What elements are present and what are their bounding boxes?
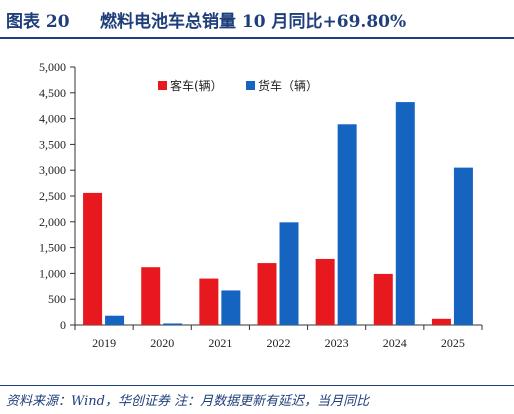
bar-bus-2022: [257, 263, 277, 325]
y-tick-label: 0: [60, 318, 66, 332]
y-tick-label: 3,500: [39, 137, 66, 151]
figure-header: 图表 20 燃料电池车总销量 10 月同比+69.80%: [0, 0, 514, 38]
y-tick-label: 4,500: [39, 86, 66, 100]
y-tick-label: 2,500: [39, 189, 66, 203]
y-tick-label: 1,500: [39, 241, 66, 255]
legend-label: 客车(辆）: [170, 78, 223, 93]
legend-swatch: [158, 81, 167, 90]
chart-title: 燃料电池车总销量 10 月同比+69.80%: [100, 12, 407, 32]
x-tick-label: 2025: [441, 336, 465, 350]
x-tick-label: 2020: [150, 336, 174, 350]
bar-truck-2023: [337, 124, 357, 325]
legend-label: 货车（辆）: [258, 78, 318, 93]
figure-number: 图表 20: [6, 12, 70, 32]
bar-truck-2025: [453, 167, 473, 325]
bar-bus-2019: [83, 192, 103, 325]
bar-chart: 0 500 1,000 1,500 2,000 2,500 3,000 3,500 4,000 4…: [39, 60, 483, 350]
legend-swatch: [246, 81, 255, 90]
y-tick-label: 5,000: [39, 60, 66, 74]
legend: 客车(辆） 货车（辆）: [158, 78, 318, 93]
x-tick-label: 2021: [208, 336, 232, 350]
source-note: 资料来源：Wind，华创证券 注：月数据更新有延迟，当月同比: [6, 394, 370, 409]
y-tick-label: 3,000: [39, 163, 66, 177]
bars: [83, 102, 473, 325]
x-tick-label: 2019: [92, 336, 116, 350]
bar-truck-2022: [279, 222, 299, 325]
y-axis: 0 500 1,000 1,500 2,000 2,500 3,000 3,500 4,000 4…: [39, 60, 76, 332]
bar-truck-2024: [395, 102, 415, 325]
bar-bus-2025: [431, 318, 451, 325]
y-tick-label: 1,000: [39, 266, 66, 280]
bar-truck-2019: [105, 315, 125, 325]
x-tick-label: 2022: [267, 336, 291, 350]
bar-bus-2021: [199, 278, 219, 325]
bar-truck-2021: [221, 290, 241, 325]
y-tick-label: 4,000: [39, 112, 66, 126]
bar-bus-2020: [141, 267, 161, 325]
bar-bus-2023: [315, 258, 335, 325]
x-tick-label: 2023: [325, 336, 349, 350]
bar-truck-2020: [163, 323, 183, 325]
x-tick-label: 2024: [383, 336, 407, 350]
title-rule: [0, 37, 514, 39]
x-axis: 2019 2020 2021 2022 2023 2024 2025: [74, 324, 483, 350]
y-tick-label: 2,000: [39, 215, 66, 229]
footer-rule: [0, 385, 514, 386]
bar-bus-2024: [373, 273, 393, 325]
y-tick-label: 500: [48, 292, 66, 306]
